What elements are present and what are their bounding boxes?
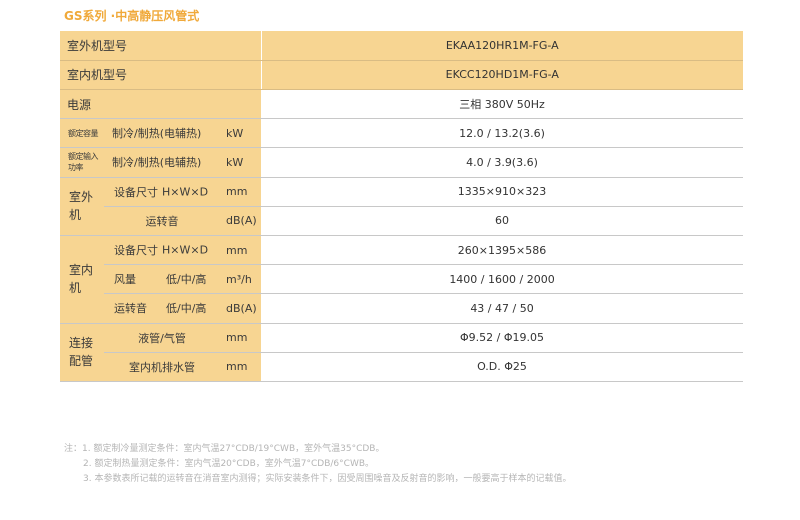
footnotes: 注：1. 额定制冷量测定条件：室内气温27°CDB/19°CWB，室外气温35°… <box>64 442 571 487</box>
input-power-label: 额定输入功率 <box>60 147 104 178</box>
piping-label-line2: 配管 <box>69 354 94 369</box>
drain-pipe-value: O.D. Φ25 <box>261 352 744 383</box>
indoor-airflow-speeds: 低/中/高 <box>166 273 207 287</box>
indoor-airflow-label: 风量 低/中/高 <box>104 264 220 295</box>
outdoor-size-name: 设备尺寸 <box>114 185 158 199</box>
indoor-noise-value: 43 / 47 / 50 <box>261 293 744 324</box>
indoor-size-dims: H×W×D <box>162 243 209 257</box>
capacity-unit: kW <box>220 118 262 149</box>
indoor-model-value: EKCC120HD1M-FG-A <box>261 60 744 90</box>
table-row-input-power: 额定输入功率 制冷/制热(电辅热) kW 4.0 / 3.9(3.6) <box>60 147 744 178</box>
outdoor-noise-label: 运转音 <box>104 206 220 236</box>
indoor-size-name: 设备尺寸 <box>114 244 158 258</box>
outdoor-size-dims: H×W×D <box>162 185 209 199</box>
liquid-gas-pipe-value: Φ9.52 / Φ19.05 <box>261 323 744 353</box>
piping-label-line1: 连接 <box>69 336 94 351</box>
table-row-indoor-size: 室内机 设备尺寸 H×W×D mm 260×1395×586 <box>60 235 744 324</box>
outdoor-unit-label: 室外机 <box>60 177 104 236</box>
indoor-model-label: 室内机型号 <box>60 60 262 90</box>
indoor-size-label: 设备尺寸 H×W×D <box>104 235 220 266</box>
capacity-mode-label: 制冷/制热(电辅热) <box>104 118 220 149</box>
table-row-outdoor-model: 室外机型号 EKAA120HR1M-FG-A <box>60 31 744 61</box>
table-row-power: 电源 三相 380V 50Hz <box>60 89 744 120</box>
indoor-noise-unit: dB(A) <box>220 293 262 324</box>
drain-pipe-label: 室内机排水管 <box>104 352 220 383</box>
footnote-2: 2. 额定制热量测定条件：室内气温20°CDB，室外气温7°CDB/6°CWB。 <box>83 459 375 469</box>
outdoor-noise-value: 60 <box>261 206 744 236</box>
indoor-airflow-name: 风量 <box>114 273 136 287</box>
input-power-value: 4.0 / 3.9(3.6) <box>261 147 744 178</box>
footnote-3: 3. 本参数表所记载的运转音在消音室内测得；实际安装条件下，因受周围噪音及反射音… <box>83 474 572 484</box>
table-row-indoor-model: 室内机型号 EKCC120HD1M-FG-A <box>60 60 744 90</box>
drain-pipe-unit: mm <box>220 352 262 383</box>
power-label: 电源 <box>60 89 262 120</box>
liquid-gas-pipe-label: 液管/气管 <box>104 323 220 353</box>
outdoor-model-value: EKAA120HR1M-FG-A <box>261 31 744 61</box>
indoor-noise-label: 运转音 低/中/高 <box>104 293 220 324</box>
input-power-mode-label: 制冷/制热(电辅热) <box>104 147 220 178</box>
indoor-airflow-unit: m³/h <box>220 264 262 295</box>
table-row-drain-pipe: 室内机排水管 mm O.D. Φ25 <box>60 352 744 383</box>
outdoor-size-unit: mm <box>220 177 262 207</box>
capacity-value: 12.0 / 13.2(3.6) <box>261 118 744 149</box>
indoor-noise-speeds: 低/中/高 <box>166 302 207 316</box>
outdoor-noise-unit: dB(A) <box>220 206 262 236</box>
indoor-airflow-value: 1400 / 1600 / 2000 <box>261 264 744 295</box>
table-row-indoor-airflow: 风量 低/中/高 m³/h 1400 / 1600 / 2000 <box>60 264 744 295</box>
page-title: GS系列 ·中高静压风管式 <box>64 9 200 23</box>
table-row-outdoor-size: 室外机 设备尺寸 H×W×D mm 1335×910×323 <box>60 177 744 236</box>
capacity-label: 额定容量 <box>60 118 104 149</box>
liquid-gas-pipe-unit: mm <box>220 323 262 353</box>
piping-label: 连接 配管 <box>60 323 104 383</box>
input-power-unit: kW <box>220 147 262 178</box>
table-row-indoor-noise: 运转音 低/中/高 dB(A) 43 / 47 / 50 <box>60 293 744 324</box>
footnote-1: 注：1. 额定制冷量测定条件：室内气温27°CDB/19°CWB，室外气温35°… <box>64 444 385 454</box>
outdoor-size-label: 设备尺寸 H×W×D <box>104 177 220 207</box>
indoor-size-value: 260×1395×586 <box>261 235 744 266</box>
power-value: 三相 380V 50Hz <box>261 89 744 120</box>
indoor-noise-name: 运转音 <box>114 302 147 316</box>
table-row-outdoor-noise: 运转音 dB(A) 60 <box>60 206 744 236</box>
outdoor-model-label: 室外机型号 <box>60 31 262 61</box>
table-row-piping-liquid-gas: 连接 配管 液管/气管 mm Φ9.52 / Φ19.05 <box>60 323 744 383</box>
spec-table: 室外机型号 EKAA120HR1M-FG-A 室内机型号 EKCC120HD1M… <box>60 31 744 383</box>
table-row-capacity: 额定容量 制冷/制热(电辅热) kW 12.0 / 13.2(3.6) <box>60 118 744 149</box>
outdoor-size-value: 1335×910×323 <box>261 177 744 207</box>
indoor-size-unit: mm <box>220 235 262 266</box>
indoor-unit-label: 室内机 <box>60 235 104 324</box>
